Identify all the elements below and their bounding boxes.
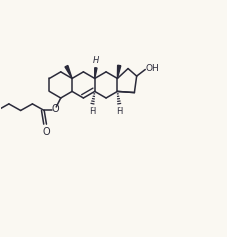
Text: O: O	[51, 104, 59, 114]
Polygon shape	[117, 65, 120, 78]
Text: O: O	[42, 127, 50, 137]
Text: Ḧ: Ḧ	[89, 107, 95, 116]
Polygon shape	[94, 68, 96, 78]
Text: OH: OH	[145, 64, 159, 73]
Text: Ḧ: Ḧ	[116, 107, 122, 116]
Text: H: H	[92, 56, 99, 65]
Polygon shape	[65, 65, 72, 78]
